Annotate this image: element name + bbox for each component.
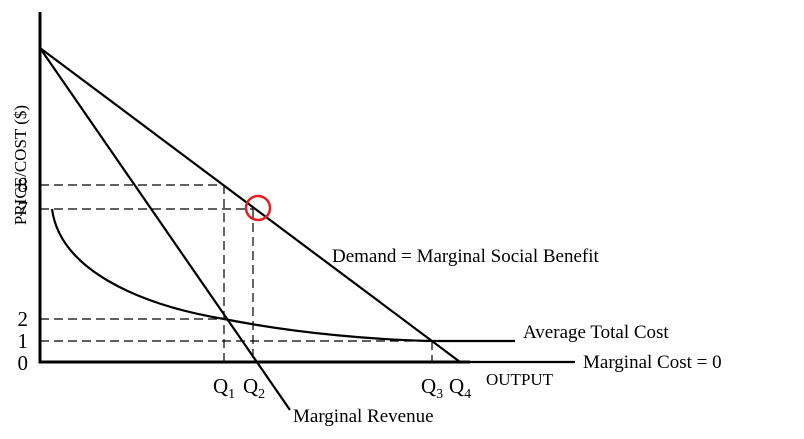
marginal-revenue-label: Marginal Revenue (293, 406, 434, 427)
marginal-cost-label: Marginal Cost = 0 (583, 352, 722, 373)
marginal-revenue-curve (39, 47, 291, 411)
average-total-cost-curve (50, 208, 515, 343)
x-tick-q2: Q2 (243, 374, 265, 402)
average-total-cost-label: Average Total Cost (523, 322, 669, 343)
x-tick-q3: Q3 (421, 374, 443, 402)
y-tick-8: 8 (18, 173, 29, 197)
highlight-circle (244, 194, 272, 222)
y-tick-7: 7 (18, 197, 29, 221)
demand-label: Demand = Marginal Social Benefit (332, 246, 600, 267)
x-tick-q4: Q4 (449, 374, 471, 402)
x-axis-label: OUTPUT (486, 370, 554, 389)
x-tick-q1: Q1 (213, 374, 235, 402)
y-axis-label: PRICE/COST ($) (11, 105, 30, 225)
demand-curve (39, 47, 461, 363)
y-tick-2: 2 (18, 307, 29, 331)
origin-label: 0 (18, 351, 29, 375)
y-tick-1: 1 (18, 329, 29, 353)
